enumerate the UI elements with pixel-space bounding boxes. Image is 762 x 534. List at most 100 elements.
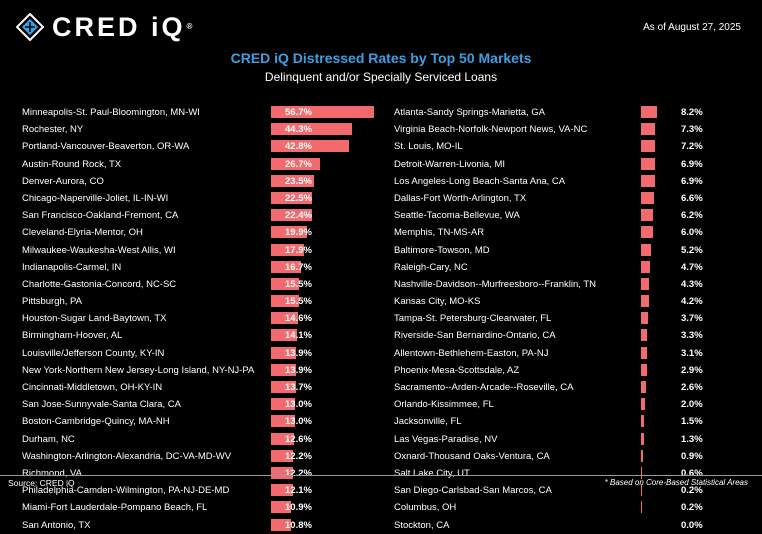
market-label: Pittsburgh, PA [22, 296, 83, 308]
market-label: Columbus, OH [394, 502, 457, 514]
value-label: 14.6% [285, 313, 312, 325]
value-label: 23.5% [285, 175, 312, 187]
bar-row: Denver-Aurora, CO 23.5% [22, 173, 382, 190]
footer-divider [0, 475, 762, 476]
market-label: Baltimore-Towson, MD [394, 244, 490, 256]
bar-row: San Jose-Sunnyvale-Santa Clara, CA 13.0% [22, 396, 382, 413]
market-label: Milwaukee-Waukesha-West Allis, WI [22, 244, 176, 256]
market-label: Riverside-San Bernardino-Ontario, CA [394, 330, 556, 342]
bar-row: Philadelphia-Camden-Wilmington, PA-NJ-DE… [22, 482, 382, 499]
bar [641, 243, 652, 256]
bar [271, 381, 296, 393]
bar-row: Sacramento--Arden-Arcade--Roseville, CA 2… [394, 379, 730, 396]
value-label: 13.9% [285, 347, 312, 359]
bar-row: Salt Lake City, UT 0.6% [394, 465, 730, 482]
value-label: 56.7% [285, 107, 312, 118]
bar-row: Orlando-Kissimmee, FL 2.0% [394, 396, 730, 413]
bar [641, 381, 647, 393]
bar [271, 277, 300, 290]
bar [271, 432, 294, 445]
source-note: Source: CRED iQ [8, 478, 75, 488]
bar-row: Richmond, VA 12.2% [22, 465, 382, 482]
bar-row: Kansas City, MO-KS 4.2% [394, 293, 730, 310]
bar [271, 260, 302, 273]
bar [271, 346, 297, 359]
value-label: 2.9% [681, 364, 703, 376]
bar [641, 277, 650, 290]
bar-row: St. Louis, MO-IL 7.2% [394, 138, 730, 155]
bar [271, 226, 308, 239]
right-column: Atlanta-Sandy Springs-Marietta, GA 8.2% Vi… [394, 104, 730, 534]
bar [641, 123, 656, 136]
market-label: Tampa-St. Petersburg-Clearwater, FL [394, 313, 552, 325]
bar [641, 346, 647, 359]
value-label: 13.9% [285, 364, 312, 376]
market-label: Oxnard-Thousand Oaks-Ventura, CA [394, 450, 550, 462]
market-label: San Francisco-Oakland-Fremont, CA [22, 210, 179, 222]
market-label: St. Louis, MO-IL [394, 141, 463, 153]
bar [641, 260, 651, 273]
bar [271, 157, 320, 170]
value-label: 19.9% [285, 227, 312, 239]
value-label: 26.7% [285, 158, 312, 170]
value-label: 12.1% [285, 485, 312, 497]
cred-iq-logo-icon [16, 13, 44, 41]
market-label: Louisville/Jefferson County, KY-IN [22, 347, 165, 359]
bar-row: Cincinnati-Middletown, OH-KY-IN 13.7% [22, 379, 382, 396]
bar-row: Miami-Fort Lauderdale-Pompano Beach, FL 1… [22, 499, 382, 516]
value-label: 10.8% [285, 519, 312, 531]
value-label: 13.0% [285, 399, 312, 411]
bar-row: Virginia Beach-Norfolk-Newport News, VA-… [394, 121, 730, 138]
bar [641, 329, 648, 342]
value-label: 1.5% [681, 416, 703, 428]
value-label: 3.3% [681, 330, 703, 342]
value-label: 10.9% [285, 502, 312, 514]
bar [271, 449, 294, 462]
value-label: 6.9% [681, 175, 703, 187]
bar [271, 398, 295, 411]
left-column: Minneapolis-St. Paul-Bloomington, MN-WI 5… [22, 104, 382, 534]
market-label: Cincinnati-Middletown, OH-KY-IN [22, 382, 163, 393]
market-label: Houston-Sugar Land-Baytown, TX [22, 313, 167, 325]
market-label: Indianapolis-Carmel, IN [22, 261, 122, 273]
value-label: 6.9% [681, 158, 703, 170]
bar-row: Baltimore-Towson, MD 5.2% [394, 242, 730, 259]
bar [271, 329, 297, 342]
bar-row: San Francisco-Oakland-Fremont, CA 22.4% [22, 207, 382, 224]
market-label: Detroit-Warren-Livonia, MI [394, 158, 506, 170]
bar-row: Chicago-Naperville-Joliet, IL-IN-WI 22.5% [22, 190, 382, 207]
bar-row: Los Angeles-Long Beach-Santa Ana, CA 6.9% [394, 173, 730, 190]
bar-row: Pittsburgh, PA 15.5% [22, 293, 382, 310]
bar-row: Seattle-Tacoma-Bellevue, WA 6.2% [394, 207, 730, 224]
market-label: Las Vegas-Paradise, NV [394, 433, 498, 445]
value-label: 1.3% [681, 433, 703, 445]
value-label: 13.7% [285, 382, 312, 393]
market-label: Charlotte-Gastonia-Concord, NC-SC [22, 278, 177, 290]
bar [641, 312, 649, 325]
market-label: Boston-Cambridge-Quincy, MA-NH [22, 416, 170, 428]
value-label: 0.0% [681, 519, 703, 531]
bar-row: Cleveland-Elyria-Mentor, OH 19.9% [22, 224, 382, 241]
market-label: Salt Lake City, UT [394, 467, 470, 479]
market-label: Rochester, NY [22, 124, 84, 136]
bar [641, 415, 644, 428]
bar [271, 415, 295, 428]
value-label: 0.2% [681, 502, 703, 514]
value-label: 4.2% [681, 296, 703, 308]
bar-row: Durham, NC 12.6% [22, 431, 382, 448]
bar [641, 106, 657, 118]
value-label: 4.7% [681, 261, 703, 273]
market-label: Raleigh-Cary, NC [394, 261, 468, 273]
bar-row: Detroit-Warren-Livonia, MI 6.9% [394, 156, 730, 173]
market-label: Washington-Arlington-Alexandria, DC-VA-M… [22, 450, 232, 462]
value-label: 14.1% [285, 330, 312, 342]
bar [271, 363, 297, 376]
bar [271, 243, 304, 256]
bar-row: Memphis, TN-MS-AR 6.0% [394, 224, 730, 241]
bar-row: Riverside-San Bernardino-Ontario, CA 3.3% [394, 327, 730, 344]
market-label: San Diego-Carlsbad-San Marcos, CA [394, 485, 552, 497]
market-label: Stockton, CA [394, 519, 450, 531]
market-label: Memphis, TN-MS-AR [394, 227, 485, 239]
market-label: Durham, NC [22, 433, 75, 445]
bar-row: Milwaukee-Waukesha-West Allis, WI 17.9% [22, 242, 382, 259]
